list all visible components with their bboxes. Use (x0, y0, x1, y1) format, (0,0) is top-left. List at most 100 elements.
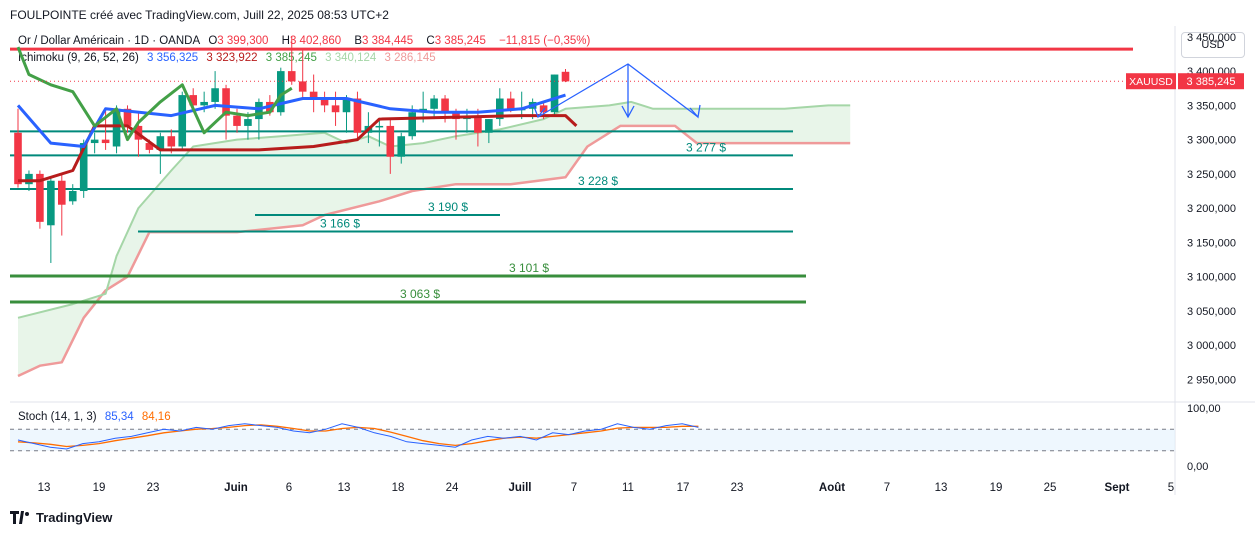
x-tick-label: 11 (622, 482, 634, 494)
candle-body (309, 91, 318, 99)
candle-body (167, 136, 176, 147)
ichimoku-label[interactable]: Ichimoku (9, 26, 52, 26) (18, 52, 139, 64)
o-value: 3 399,300 (217, 35, 269, 47)
candle-body (452, 112, 460, 120)
candle-body (222, 88, 230, 116)
price-tag-symbol-bg (1126, 73, 1176, 90)
candle-body (397, 136, 406, 157)
pattern-arrows (532, 63, 701, 119)
y-tick-label: 3 050,000 (1187, 306, 1236, 318)
tradingview-logo-icon (10, 510, 29, 524)
x-tick-label: 13 (338, 482, 351, 494)
candle-body (189, 95, 197, 106)
x-tick-label: Juin (224, 482, 248, 494)
candle-body (36, 173, 44, 222)
tenkan-value: 3 356,325 (147, 52, 199, 64)
stoch-legend: Stoch (14, 1, 3) 85,34 84,16 (18, 411, 176, 423)
change-value: −11,815 (−0,35%) (499, 35, 591, 47)
level-label-2: 3 277 $ (686, 140, 726, 154)
x-tick-label: Sept (1105, 482, 1130, 494)
level-label-7: 3 063 $ (400, 287, 440, 301)
y-tick-label: 3 200,000 (1187, 203, 1236, 215)
x-tick-label: 19 (990, 482, 1003, 494)
h-label: H (281, 35, 290, 47)
arrow-head-1 (621, 105, 635, 119)
x-tick-label: 23 (731, 482, 744, 494)
x-tick-label: 25 (1044, 482, 1057, 494)
candle-body (255, 101, 263, 120)
h-value: 3 402,860 (289, 35, 342, 47)
y-tick-label: 3 000,000 (1187, 340, 1236, 352)
candle-body (386, 125, 395, 157)
x-tick-label: 24 (446, 482, 459, 494)
candle-body (25, 173, 33, 185)
kijun-value: 3 323,922 (206, 52, 258, 64)
o-label: O (208, 35, 218, 47)
stoch-k-line (17, 423, 699, 450)
arrow-head-2 (689, 104, 701, 119)
x-tick-label: 18 (392, 482, 405, 494)
x-tick-label: 17 (677, 482, 690, 494)
candle-body (550, 74, 559, 113)
candle-body (430, 98, 438, 109)
y-tick-label: 3 300,000 (1187, 135, 1236, 147)
tenkan-sen-line (16, 93, 566, 148)
x-tick-label: 5 (1168, 482, 1174, 494)
price-tag-value: 3 385,245 (1187, 76, 1236, 88)
stoch-band (10, 429, 1175, 451)
y-tick-label: 3 150,000 (1187, 237, 1236, 249)
candle-body (441, 98, 449, 113)
candle-body (298, 81, 307, 92)
kijun-sen-line (18, 114, 578, 183)
price-tag-symbol: XAUUSD (1129, 76, 1173, 88)
stoch-label[interactable]: Stoch (14, 1, 3) (18, 411, 97, 423)
x-tick-label: 7 (571, 482, 577, 494)
candle-body (101, 139, 110, 144)
level-label-6: 3 101 $ (509, 261, 549, 275)
level-label-5: 3 166 $ (320, 216, 360, 230)
stoch-tick-100: 100,00 (1187, 403, 1221, 415)
b-label: B (354, 35, 363, 47)
y-tick-label: 2 950,000 (1187, 374, 1236, 386)
currency-button[interactable]: USD (1181, 32, 1245, 58)
candle-body (353, 98, 362, 133)
candle-body (145, 143, 154, 150)
y-tick-label: 3 450,000 (1187, 32, 1236, 44)
candle-body (58, 180, 66, 205)
y-tick-label: 3 100,000 (1187, 272, 1236, 284)
candle-body (47, 180, 55, 226)
price-tag-value-bg (1178, 73, 1244, 90)
tradingview-footer[interactable]: TradingView (10, 510, 112, 525)
x-tick-label: 13 (935, 482, 948, 494)
candle-body (211, 88, 219, 102)
c-label: C (426, 35, 435, 47)
candle-body (79, 143, 88, 192)
candle-body (123, 108, 132, 126)
candle-body (200, 101, 208, 106)
candle-body (496, 98, 504, 120)
y-tick-label: 3 250,000 (1187, 169, 1236, 181)
x-tick-label: 6 (286, 482, 292, 494)
stoch-d-value: 84,16 (141, 411, 171, 423)
stoch-tick-0: 0,00 (1187, 461, 1208, 473)
candle-body (287, 71, 296, 82)
x-tick-label: Juill (508, 482, 531, 494)
candle-body (233, 115, 241, 126)
x-tick-label: 13 (38, 482, 51, 494)
candle-body (506, 98, 515, 109)
candle-body (342, 98, 351, 113)
candle-body (244, 119, 252, 126)
x-tick-label: 7 (884, 482, 890, 494)
x-tick-label: 23 (147, 482, 160, 494)
chart-header: FOULPOINTE créé avec TradingView.com, Ju… (10, 8, 389, 22)
x-tick-label: 19 (93, 482, 106, 494)
symbol-label[interactable]: Or / Dollar Américain · 1D · OANDA (18, 35, 201, 47)
candle-body (14, 132, 22, 185)
footer-brand: TradingView (36, 510, 113, 525)
c-value: 3 385,245 (434, 35, 486, 47)
candle-body (320, 98, 329, 106)
stoch-k-value: 85,34 (104, 411, 134, 423)
span-b-value: 3 286,145 (384, 52, 436, 64)
candle-body (68, 191, 77, 202)
